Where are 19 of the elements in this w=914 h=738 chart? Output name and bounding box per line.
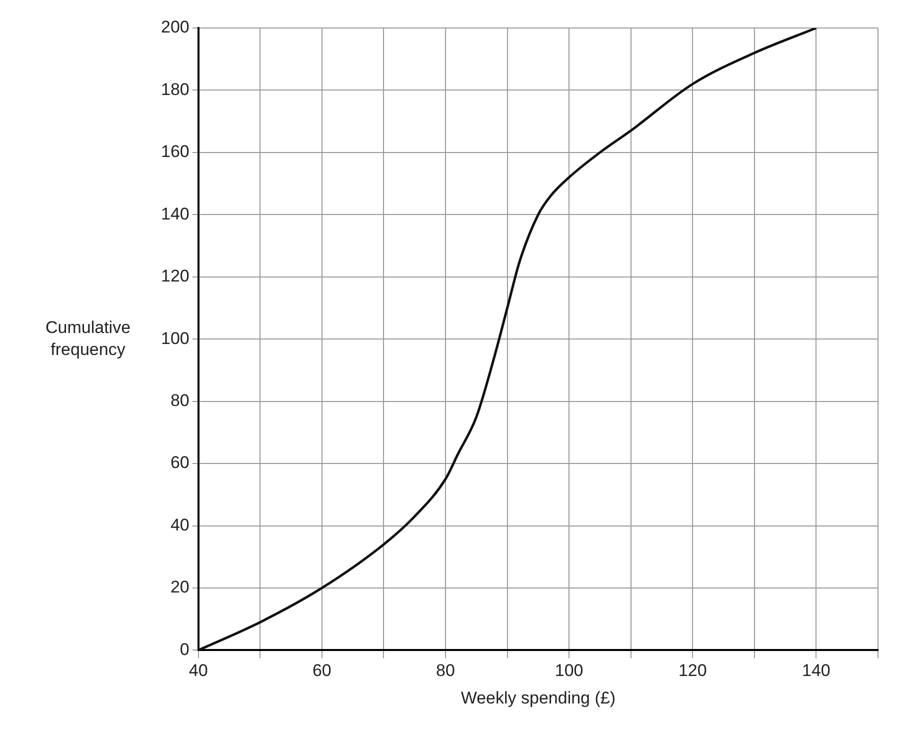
y-tick-label: 20	[170, 578, 190, 597]
y-tick-label: 120	[160, 266, 190, 286]
x-tick-label: 120	[678, 661, 707, 680]
y-axis-title: Cumulative frequency	[45, 318, 131, 359]
x-tick-label: 140	[802, 661, 830, 680]
x-tick-label: 100	[554, 661, 584, 680]
y-tick-label: 160	[160, 142, 190, 162]
x-axis-title: Weekly spending (£)	[460, 688, 616, 708]
y-tick-label: 0	[180, 640, 190, 659]
y-tick-label: 140	[160, 204, 190, 224]
x-tick-label: 40	[188, 661, 208, 680]
y-tick-label: 60	[170, 453, 190, 472]
x-tick-label: 60	[312, 661, 332, 680]
y-tick-label: 100	[160, 328, 190, 348]
y-tick-label: 80	[170, 391, 190, 410]
x-tick-label: 80	[436, 661, 455, 680]
y-tick-label: 180	[160, 80, 190, 99]
y-tick-label: 200	[160, 18, 190, 37]
y-tick-label: 40	[170, 515, 190, 534]
